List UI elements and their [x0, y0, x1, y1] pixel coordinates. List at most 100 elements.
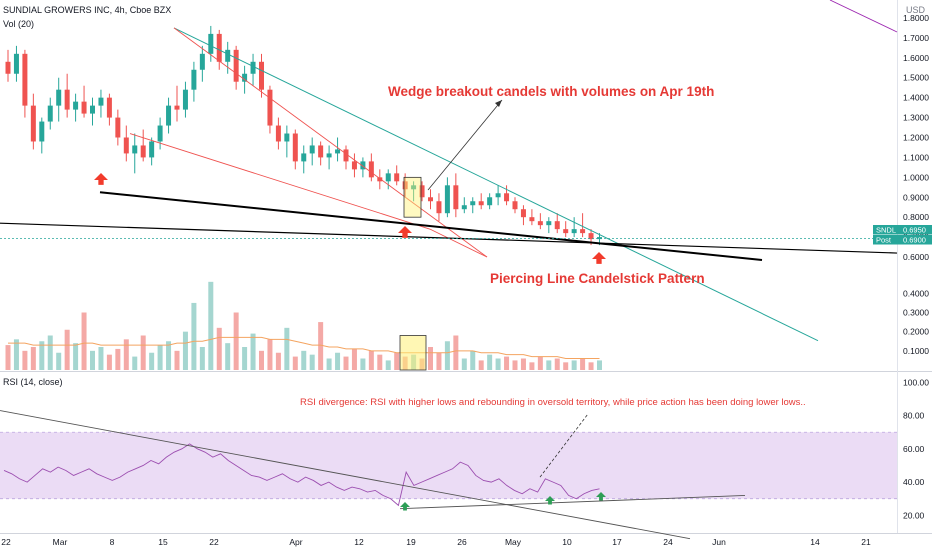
- rsi-divergence-annotation: RSI divergence: RSI with higher lows and…: [300, 397, 806, 408]
- price-tick-label: 1.3000: [903, 113, 929, 123]
- candle-body: [571, 229, 577, 234]
- candle-body: [546, 221, 552, 226]
- volume-bar: [225, 343, 231, 370]
- candle-body: [309, 145, 315, 154]
- volume-bar: [580, 358, 586, 370]
- candle-body: [174, 105, 180, 110]
- volume-bar: [377, 354, 383, 370]
- candle-body: [394, 173, 400, 182]
- volume-bar: [267, 339, 273, 370]
- price-tag-value: 0.6950: [903, 226, 926, 235]
- volume-bar: [571, 360, 577, 370]
- candle-body: [22, 53, 28, 106]
- volume-bar: [301, 350, 307, 370]
- wedge-upper-trendline: [173, 27, 819, 342]
- wedge-red-line-1: [173, 27, 488, 258]
- candle-body: [529, 217, 535, 222]
- candle-body: [588, 233, 594, 240]
- candle-body: [64, 89, 70, 110]
- volume-bar: [250, 333, 256, 370]
- volume-bar: [428, 347, 433, 370]
- candle-body: [343, 149, 349, 162]
- candle-body: [495, 193, 501, 198]
- candle-body: [259, 61, 264, 90]
- volume-bar: [461, 358, 467, 370]
- volume-bar: [385, 360, 391, 370]
- volume-bar: [588, 362, 594, 370]
- volume-bar: [5, 345, 11, 370]
- volume-bar: [478, 360, 484, 370]
- volume-bar: [157, 345, 163, 370]
- candle-body: [419, 185, 425, 198]
- volume-bar: [115, 348, 121, 370]
- rsi-tick-label: 60.00: [903, 444, 925, 454]
- volume-bar: [470, 350, 476, 370]
- volume-bar: [73, 343, 79, 370]
- volume-bar: [394, 352, 400, 370]
- candle-body: [106, 97, 112, 118]
- candle-body: [318, 145, 324, 158]
- volume-bar: [597, 360, 602, 370]
- volume-bar: [182, 331, 188, 370]
- support-line-bold: [99, 191, 763, 262]
- volume-bar: [242, 347, 248, 370]
- volume-highlight-box: [399, 335, 427, 371]
- price-tick-label: 1.4000: [903, 93, 929, 103]
- price-tick-label: 1.1000: [903, 152, 929, 162]
- rsi-tick-label: 40.00: [903, 477, 925, 487]
- candle-body: [428, 197, 433, 202]
- volume-bar: [554, 358, 560, 370]
- volume-bar: [284, 327, 290, 370]
- candle-body: [149, 141, 155, 158]
- volume-bar: [275, 352, 281, 370]
- candle-body: [478, 201, 484, 206]
- candle-body: [81, 101, 87, 114]
- volume-bar: [106, 354, 112, 370]
- x-tick-label: 26: [457, 537, 467, 547]
- volume-tick-label: 0.3000: [903, 308, 929, 318]
- x-tick-label: 15: [158, 537, 168, 547]
- candle-body: [292, 133, 298, 162]
- candle-body: [166, 105, 172, 126]
- candle-body: [520, 209, 526, 218]
- price-tick-label: 1.8000: [903, 13, 929, 23]
- volume-bar: [166, 341, 172, 370]
- candle-body: [115, 117, 121, 138]
- candle-body: [597, 237, 602, 240]
- candle-body: [225, 49, 231, 62]
- price-tick-label: 0.6000: [903, 252, 929, 262]
- volume-bar: [216, 327, 222, 370]
- rsi-line: [3, 443, 600, 507]
- volume-bar: [368, 350, 374, 370]
- volume-ma-line: [8, 336, 600, 359]
- candle-body: [537, 221, 543, 226]
- x-tick-label: 8: [110, 537, 115, 547]
- candle-body: [216, 33, 222, 62]
- x-tick-label: 10: [562, 537, 572, 547]
- rsi-band: [0, 432, 897, 499]
- candle-body: [157, 125, 163, 142]
- candle-body: [301, 153, 307, 162]
- volume-bar: [563, 362, 569, 370]
- volume-bar: [360, 358, 366, 370]
- candle-body: [563, 229, 569, 234]
- volume-bar: [512, 360, 518, 370]
- volume-bar: [132, 356, 138, 370]
- chart-title: SUNDIAL GROWERS INC, 4h, Cboe BZX: [3, 5, 172, 15]
- volume-bar: [318, 322, 324, 370]
- price-tag-symbol: Post: [876, 236, 892, 245]
- candle-body: [140, 145, 146, 158]
- volume-bar: [13, 339, 19, 370]
- volume-bar: [56, 352, 62, 370]
- price-tick-label: 1.7000: [903, 33, 929, 43]
- candle-body: [580, 229, 586, 234]
- x-tick-label: 22: [209, 537, 219, 547]
- red-up-arrow: [592, 252, 606, 264]
- price-tag-bg: [873, 225, 932, 235]
- volume-bar: [335, 352, 341, 370]
- purple-trendline: [829, 0, 898, 33]
- rsi-annotation-pointer: [539, 413, 589, 478]
- x-tick-label: 19: [406, 537, 416, 547]
